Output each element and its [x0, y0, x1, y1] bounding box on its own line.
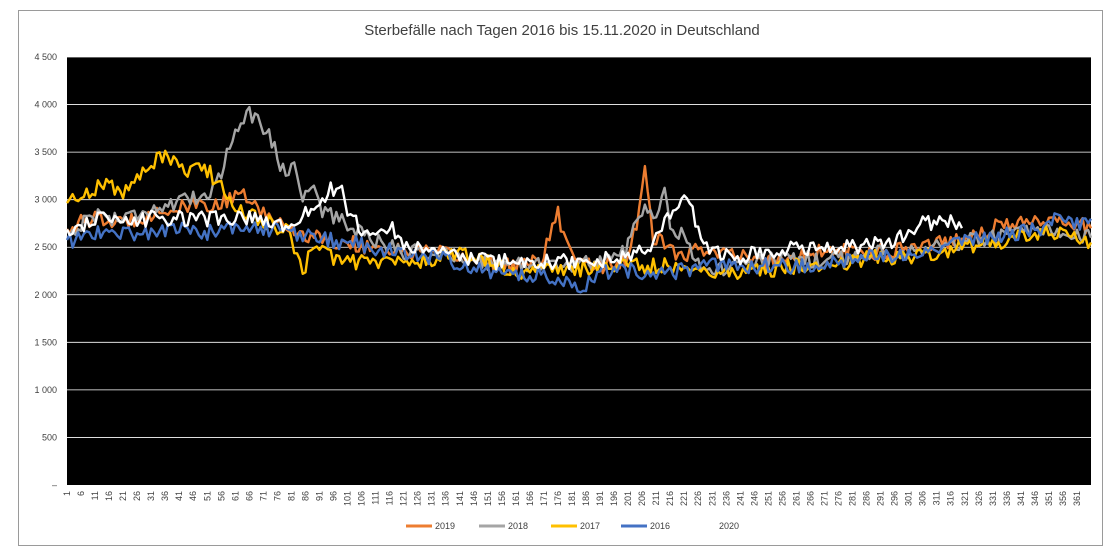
x-tick-label: 271 — [819, 491, 829, 506]
x-tick-label: 106 — [357, 491, 367, 506]
x-tick-label: 216 — [665, 491, 675, 506]
x-tick-label: 6 — [76, 491, 86, 496]
x-tick-label: 181 — [567, 491, 577, 506]
x-tick-label: 356 — [1058, 491, 1068, 506]
x-tick-label: 201 — [623, 491, 633, 506]
y-tick-label: 3 000 — [34, 195, 57, 205]
x-tick-label: 11 — [90, 491, 100, 500]
x-tick-label: 151 — [483, 491, 493, 506]
x-tick-label: 361 — [1072, 491, 1082, 506]
x-tick-label: 1 — [62, 491, 72, 496]
x-tick-label: 26 — [132, 491, 142, 501]
x-tick-label: 41 — [174, 491, 184, 501]
x-tick-label: 311 — [932, 491, 942, 505]
y-tick-label: 2 000 — [34, 290, 57, 300]
x-tick-label: 266 — [805, 491, 815, 506]
x-tick-label: 191 — [595, 491, 605, 506]
x-tick-label: 341 — [1016, 491, 1026, 506]
series-line-2016 — [65, 212, 1093, 294]
x-tick-label: 126 — [413, 491, 423, 506]
x-tick-label: 51 — [202, 491, 212, 501]
x-tick-label: 336 — [1002, 491, 1012, 506]
x-tick-label: 351 — [1044, 491, 1054, 506]
x-tick-label: 176 — [553, 491, 563, 506]
x-tick-label: 161 — [511, 491, 521, 506]
x-tick-label: 346 — [1030, 491, 1040, 506]
x-tick-label: 226 — [693, 491, 703, 506]
x-tick-label: 221 — [679, 491, 689, 506]
legend-label-2018: 2018 — [508, 521, 528, 531]
x-tick-label: 196 — [609, 491, 619, 506]
y-tick-label: 4 500 — [34, 52, 57, 62]
chart-title: Sterbefälle nach Tagen 2016 bis 15.11.20… — [364, 22, 760, 39]
x-tick-label: 66 — [244, 491, 254, 501]
x-tick-label: 56 — [216, 491, 226, 501]
x-tick-label: 116 — [385, 491, 395, 505]
x-tick-label: 31 — [146, 491, 156, 501]
legend-label-2019: 2019 — [435, 521, 455, 531]
x-tick-label: 81 — [286, 491, 296, 501]
x-tick-label: 286 — [862, 491, 872, 506]
x-tick-label: 236 — [721, 491, 731, 506]
x-tick-label: 131 — [427, 491, 437, 506]
x-tick-label: 241 — [735, 491, 745, 506]
x-tick-label: 91 — [314, 491, 324, 501]
y-tick-label: 4 000 — [34, 100, 57, 110]
legend-label-2016: 2016 — [650, 521, 670, 531]
x-tick-label: 171 — [539, 491, 549, 506]
x-tick-label: 86 — [300, 491, 310, 501]
x-tick-label: 121 — [399, 491, 409, 506]
x-tick-label: 46 — [188, 491, 198, 501]
x-tick-label: 251 — [763, 491, 773, 506]
x-tick-label: 306 — [918, 491, 928, 506]
x-tick-label: 21 — [118, 491, 128, 501]
x-tick-label: 331 — [988, 491, 998, 506]
x-tick-label: 61 — [230, 491, 240, 501]
x-tick-label: 101 — [343, 491, 353, 506]
x-tick-label: 16 — [104, 491, 114, 501]
x-tick-label: 326 — [974, 491, 984, 506]
x-tick-label: 141 — [455, 491, 465, 506]
y-tick-label: 2 500 — [34, 242, 57, 252]
y-tick-label: 500 — [42, 432, 57, 442]
legend-label-2020: 2020 — [719, 521, 739, 531]
x-tick-label: 246 — [749, 491, 759, 506]
x-tick-label: 111 — [371, 491, 381, 505]
x-tick-label: 36 — [160, 491, 170, 501]
x-tick-label: 301 — [904, 491, 914, 506]
x-tick-label: 261 — [791, 491, 801, 506]
y-tick-label: – — [52, 480, 57, 490]
legend-label-2017: 2017 — [580, 521, 600, 531]
x-tick-label: 146 — [469, 491, 479, 506]
x-tick-label: 156 — [497, 491, 507, 506]
x-tick-label: 231 — [707, 491, 717, 506]
y-tick-label: 1 500 — [34, 337, 57, 347]
x-tick-label: 296 — [890, 491, 900, 506]
x-tick-label: 96 — [329, 491, 339, 501]
x-tick-label: 211 — [651, 491, 661, 505]
x-tick-label: 281 — [848, 491, 858, 506]
x-tick-label: 71 — [258, 491, 268, 501]
x-tick-label: 166 — [525, 491, 535, 506]
x-tick-label: 186 — [581, 491, 591, 506]
x-tick-label: 136 — [441, 491, 451, 506]
x-tick-label: 321 — [960, 491, 970, 506]
x-tick-label: 76 — [272, 491, 282, 501]
x-tick-label: 256 — [777, 491, 787, 506]
y-tick-label: 3 500 — [34, 147, 57, 157]
x-tick-label: 276 — [834, 491, 844, 506]
series-line-2020 — [65, 181, 963, 271]
x-tick-label: 316 — [946, 491, 956, 506]
y-tick-label: 1 000 — [34, 385, 57, 395]
x-tick-label: 291 — [876, 491, 886, 506]
x-tick-label: 206 — [637, 491, 647, 506]
